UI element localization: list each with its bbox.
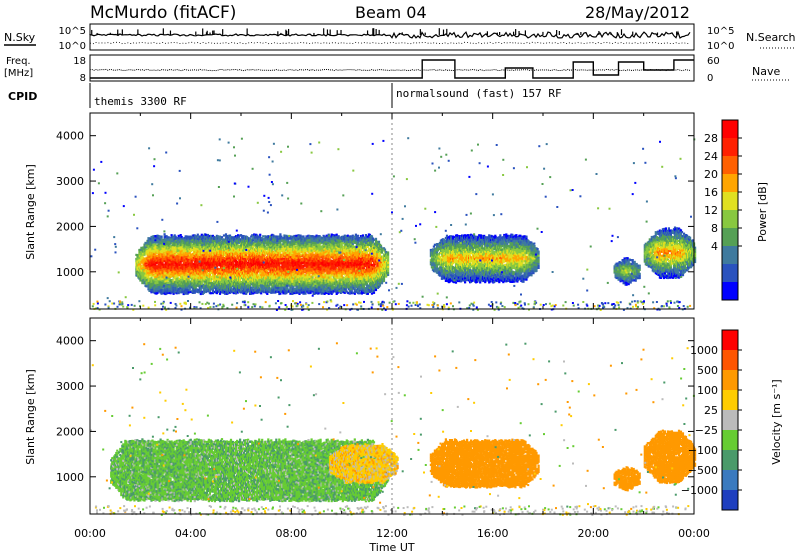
colorbar-swatch (722, 120, 738, 139)
radar-summary-plot: McMurdo (fitACF) Beam 04 28/May/2012 N.S… (0, 0, 800, 554)
colorbar-swatch (722, 430, 738, 451)
nsky-trace (90, 28, 690, 44)
colorbar-swatch (722, 210, 738, 229)
xtick-label: 08:00 (275, 527, 307, 540)
ytick-label: 3000 (56, 380, 84, 393)
colorbar-swatch (722, 138, 738, 157)
colorbar-tick: 500 (697, 364, 718, 377)
colorbar-tick: −100 (688, 444, 718, 457)
nsearch-label: N.Search (746, 31, 796, 44)
colorbar-tick: −25 (695, 424, 718, 437)
freq-tick-bottom: 8 (80, 73, 86, 84)
xtick-label: 00:00 (678, 527, 710, 540)
cpid-label: CPID (8, 90, 37, 103)
colorbar-swatch (722, 174, 738, 193)
cpid-segment-themis: themis 3300 RF (94, 95, 187, 108)
velocity-panel: 4000 3000 2000 1000 00:00 04:00 08:00 12:00 16:… (24, 318, 710, 554)
x-axis-label: Time UT (368, 541, 414, 554)
ytick-label: 1000 (56, 266, 84, 279)
colorbar-tick: 100 (697, 384, 718, 397)
cpid-panel: CPID themis 3300 RF normalsound (fast) 1… (8, 83, 562, 108)
colorbar-tick: 4 (711, 240, 718, 253)
nave-tick-bottom: 0 (707, 73, 713, 84)
power-colorbar: 28 24 20 16 12 8 4 (704, 120, 742, 301)
colorbar-tick: 8 (711, 222, 718, 235)
nsky-tick-bottom: 10^0 (59, 41, 86, 52)
colorbar-tick: 16 (704, 186, 718, 199)
station-title: McMurdo (fitACF) (90, 3, 236, 23)
colorbar-swatch (722, 156, 738, 175)
colorbar-tick: 12 (704, 204, 718, 217)
colorbar-swatch (722, 330, 738, 351)
colorbar-swatch (722, 350, 738, 371)
nsearch-tick-bottom: 10^0 (707, 41, 734, 52)
colorbar-tick: −500 (688, 464, 718, 477)
ytick-label: 3000 (56, 175, 84, 188)
colorbar-tick: 20 (704, 168, 718, 181)
power-ylabel: Slant Range [km] (24, 164, 37, 260)
velocity-colorbar-label: Velocity [m s⁻¹] (770, 379, 783, 464)
colorbar-swatch (722, 264, 738, 283)
freq-label: Freq. (6, 56, 31, 67)
ytick-label: 2000 (56, 425, 84, 438)
nsky-label: N.Sky (4, 31, 36, 44)
ytick-label: 4000 (56, 130, 84, 143)
ytick-label: 1000 (56, 471, 84, 484)
colorbar-tick: 24 (704, 150, 718, 163)
xtick-label: 12:00 (376, 527, 408, 540)
colorbar-swatch (722, 370, 738, 391)
colorbar-tick: 1000 (690, 344, 718, 357)
freq-tick-top: 18 (73, 56, 86, 67)
ytick-label: 2000 (56, 220, 84, 233)
power-scatter (90, 113, 696, 311)
colorbar-swatch (722, 470, 738, 491)
velocity-ylabel: Slant Range [km] (24, 369, 37, 465)
cpid-segment-normalsound: normalsound (fast) 157 RF (396, 87, 562, 100)
nsearch-tick-top: 10^5 (707, 26, 734, 37)
freq-unit: [MHz] (4, 68, 33, 79)
nave-label: Nave (752, 65, 780, 78)
xtick-label: 00:00 (74, 527, 106, 540)
nave-tick-top: 60 (707, 56, 720, 67)
beam-title: Beam 04 (355, 3, 427, 22)
nsky-panel: N.Sky 10^5 10^0 10^5 10^0 N.Search (4, 24, 796, 52)
power-panel: 4000 3000 2000 1000 Slant Range [km] (24, 113, 696, 311)
colorbar-swatch (722, 192, 738, 211)
nsky-tick-top: 10^5 (59, 26, 86, 37)
xtick-label: 16:00 (477, 527, 509, 540)
colorbar-swatch (722, 390, 738, 411)
colorbar-tick: 25 (704, 404, 718, 417)
freq-trace (90, 60, 694, 78)
colorbar-swatch (722, 490, 738, 511)
velocity-colorbar: 1000 500 100 25 −25 −100 −500 −1000 (681, 330, 742, 511)
colorbar-swatch (722, 228, 738, 247)
colorbar-swatch (722, 282, 738, 301)
date-title: 28/May/2012 (585, 3, 690, 22)
power-colorbar-label: Power [dB] (756, 182, 769, 242)
velocity-scatter (90, 318, 696, 516)
colorbar-swatch (722, 450, 738, 471)
colorbar-swatch (722, 410, 738, 431)
xtick-label: 04:00 (175, 527, 207, 540)
ytick-label: 4000 (56, 335, 84, 348)
colorbar-tick: 28 (704, 132, 718, 145)
freq-panel: Freq. [MHz] 18 8 60 0 Nave (4, 55, 790, 84)
xtick-label: 20:00 (577, 527, 609, 540)
colorbar-swatch (722, 246, 738, 265)
colorbar-tick: −1000 (681, 484, 718, 497)
